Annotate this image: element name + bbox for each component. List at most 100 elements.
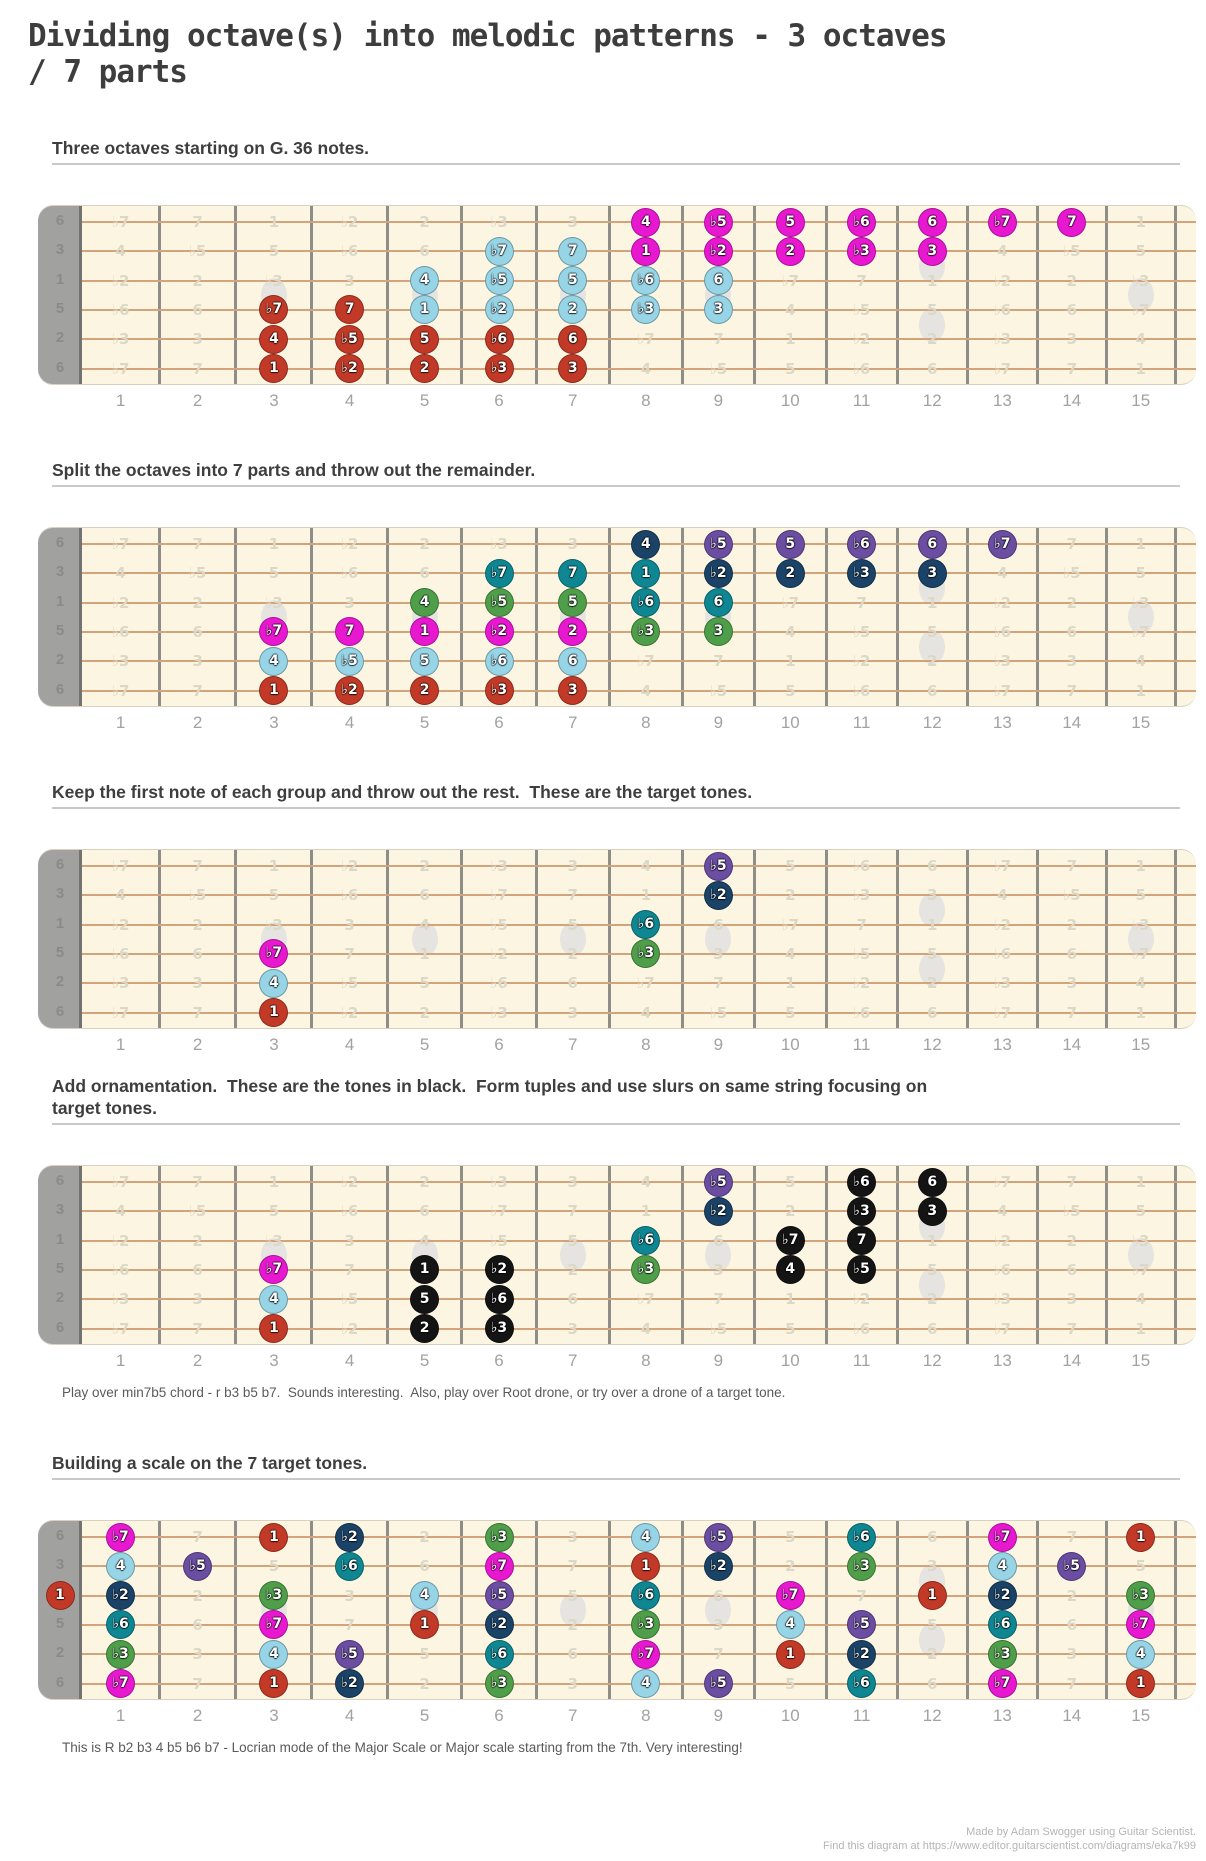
fret-wire (534, 850, 538, 1028)
interval-label: ♭2 (852, 330, 871, 349)
note-dot: 6 (703, 588, 733, 618)
note-dot: ♭5 (703, 529, 733, 559)
interval-label: ♭3 (490, 857, 508, 875)
fret-number: 6 (494, 713, 504, 732)
interval-label: 2 (785, 1202, 796, 1221)
fret-wire (965, 1166, 969, 1344)
interval-label: 5 (927, 300, 938, 319)
string-label: 1 (55, 270, 65, 288)
fret-number: 3 (269, 1035, 279, 1054)
interval-label: 2 (419, 1173, 430, 1191)
fret-number: 14 (1062, 713, 1082, 732)
interval-label: 7 (192, 1674, 203, 1693)
note-dot: 1 (259, 676, 289, 705)
fret-wire (460, 206, 464, 384)
note-dot: 1 (631, 1551, 661, 1581)
interval-label: 6 (713, 1586, 724, 1605)
fret-wire (965, 850, 969, 1028)
note-dot: 2 (775, 236, 805, 266)
interval-label: 3 (1066, 1645, 1078, 1664)
interval-label: ♭2 (852, 1290, 871, 1309)
interval-label: 3 (192, 1645, 203, 1664)
interval-label: 7 (713, 652, 724, 671)
interval-label: 4 (997, 1202, 1008, 1221)
note-dot: 3 (703, 295, 733, 325)
note-dot: ♭6 (484, 324, 514, 354)
note-dot: ♭3 (847, 1551, 877, 1581)
note-dot: ♭5 (484, 266, 514, 296)
note-dot: ♭6 (335, 1551, 365, 1581)
note-dot: ♭6 (484, 646, 514, 676)
interval-label: 3 (567, 1173, 578, 1191)
fret-wire (157, 1166, 161, 1344)
interval-label: 5 (785, 1528, 796, 1546)
note-dot: 3 (917, 1196, 947, 1226)
note-dot: ♭3 (987, 1639, 1017, 1669)
fret-number: 5 (419, 713, 430, 732)
interval-label: ♭5 (852, 622, 871, 641)
interval-label: 2 (192, 271, 203, 290)
note-dot: 5 (775, 529, 805, 559)
string-line (82, 1181, 1196, 1183)
interval-label: ♭3 (993, 974, 1012, 993)
interval-label: ♭5 (340, 974, 359, 993)
fret-wire (1035, 1521, 1039, 1699)
note-dot: ♭2 (703, 236, 733, 266)
fret-marker-inlay (919, 1267, 946, 1302)
string-label: 3 (55, 563, 65, 581)
note-dot: ♭6 (631, 266, 661, 296)
diagram-caption: Split the octaves into 7 parts and throw… (52, 460, 536, 480)
note-dot: 6 (558, 324, 588, 354)
note-dot: ♭6 (847, 529, 877, 559)
note-dot: ♭5 (335, 324, 365, 354)
note-dot: ♭3 (1126, 1581, 1156, 1611)
interval-label: 1 (268, 1173, 280, 1191)
fret-wire (234, 528, 238, 706)
fret-number: 10 (780, 1351, 800, 1370)
interval-label: 5 (1135, 1557, 1146, 1576)
note-dot: 5 (410, 646, 440, 676)
interval-label: ♭7 (111, 857, 130, 875)
fret-number: 7 (568, 1706, 578, 1725)
fret-number: 9 (713, 391, 724, 410)
string-label: 6 (55, 1318, 65, 1336)
note-dot: ♭5 (335, 1639, 365, 1669)
note-dot: 4 (259, 324, 289, 354)
interval-label: 7 (856, 915, 867, 934)
fret-wire (157, 1521, 161, 1699)
interval-label: 1 (419, 944, 430, 963)
note-dot: ♭7 (106, 1522, 136, 1552)
footer-credit: Made by Adam Swogger using Guitar Scient… (966, 1826, 1196, 1838)
interval-label: 1 (1135, 1319, 1146, 1338)
fret-wire (534, 528, 538, 706)
fret-marker-inlay (1127, 278, 1154, 313)
fret-wire (680, 850, 684, 1028)
note-dot: ♭3 (484, 676, 514, 705)
interval-label: 4 (1135, 652, 1146, 671)
fret-wire (460, 1166, 464, 1344)
interval-label: 4 (1135, 330, 1146, 349)
interval-label: ♭2 (993, 271, 1012, 290)
note-dot: ♭5 (703, 851, 733, 881)
fret-wire (824, 206, 828, 384)
page-title-line1: Dividing octave(s) into melodic patterns… (28, 18, 948, 54)
fret-number: 1 (115, 1035, 126, 1054)
fret-number: 5 (419, 1706, 430, 1725)
interval-label: 2 (419, 1528, 430, 1546)
interval-label: ♭2 (111, 593, 130, 612)
fret-number: 1 (115, 1351, 126, 1370)
interval-label: 4 (640, 681, 652, 700)
interval-label: 3 (713, 944, 724, 963)
interval-label: ♭2 (993, 915, 1012, 934)
string-line (82, 982, 1196, 985)
note-dot: 1 (631, 558, 661, 588)
fret-wire (895, 528, 899, 706)
interval-label: 1 (927, 915, 938, 934)
string-line (82, 338, 1196, 341)
interval-label: 4 (640, 857, 652, 875)
fret-number: 8 (641, 391, 651, 410)
note-dot: ♭3 (484, 1522, 514, 1552)
interval-label: 4 (115, 886, 126, 905)
interval-label: 3 (344, 1231, 355, 1250)
interval-label: ♭6 (111, 622, 130, 641)
